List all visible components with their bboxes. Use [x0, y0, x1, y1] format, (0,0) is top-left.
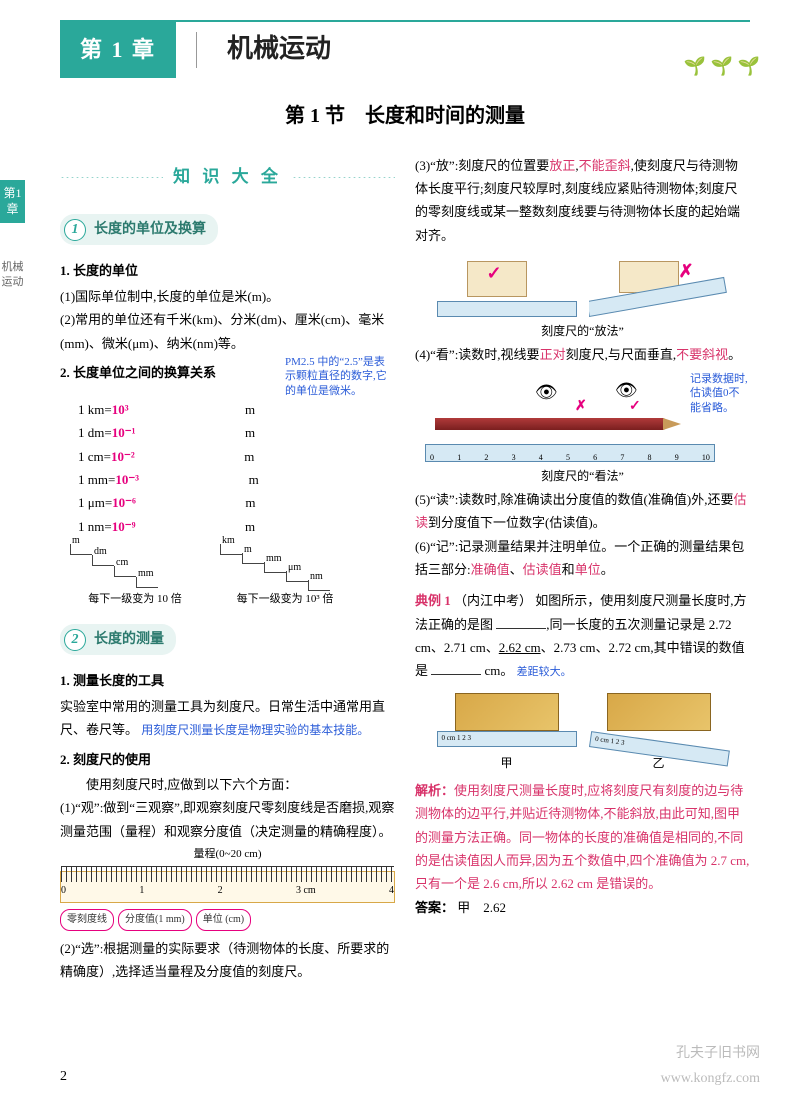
sub-2-1: 1. 测量长度的工具	[60, 669, 395, 692]
cross-icon-2: ✗	[575, 394, 587, 419]
sub-2-2: 2. 刻度尺的使用	[60, 748, 395, 771]
callout-div: 分度值(1 mm)	[118, 909, 192, 931]
p-r-4: (4)“看”:读数时,视线要正对刻度尺,与尺面垂直,不要斜视。	[415, 343, 750, 366]
p-r-6: (6)“记”:记录测量结果并注明单位。一个正确的测量结果包括三部分:准确值、估读…	[415, 535, 750, 582]
page: 第 1 章 机械运动 🌱 🌱 🌱 第1章 机械运动 第 1 节 长度和时间的测量…	[0, 0, 790, 1109]
fig-placement-wrong: ✗	[589, 255, 729, 317]
fig-placement: ✓ ✗	[415, 255, 750, 317]
fig3-label-a: 甲	[437, 753, 577, 775]
fig-example: 0 cm 1 2 3 甲 0 cm 1 2 3 乙	[415, 691, 750, 775]
p-1-2: (2)常用的单位还有千米(km)、分米(dm)、厘米(cm)、毫米(mm)、微米…	[60, 308, 395, 355]
topic-1-num: 1	[64, 219, 86, 241]
check-icon-2: ✓	[629, 394, 641, 419]
sprout-icon: 🌱 🌱 🌱	[684, 50, 760, 82]
answer-label: 答案：	[415, 900, 454, 915]
fig-placement-correct: ✓	[437, 255, 577, 317]
stair-1: m dm cm mm	[70, 544, 200, 590]
fig1-caption: 刻度尺的“放法”	[415, 321, 750, 343]
pencil-body	[435, 418, 665, 430]
stair-2-note: 每下一级变为 10³ 倍	[220, 590, 350, 610]
topic-1-header: 1 长度的单位及换算	[60, 214, 218, 245]
stair-2: km m mm μm nm	[220, 544, 350, 590]
section-title: 第 1 节 长度和时间的测量	[60, 98, 750, 134]
topic-2-num: 2	[64, 629, 86, 651]
annotation-pm25: PM2.5 中的“2.5”是表示颗粒直径的数字,它的单位是微米。	[285, 355, 395, 398]
chapter-badge: 第 1 章	[60, 22, 176, 78]
annotation-gap: 差距较大。	[517, 666, 572, 678]
p-r-5: (5)“读”:读数时,除准确读出分度值的数值(准确值)外,还要估读到分度值下一位…	[415, 488, 750, 535]
annotation-tool: 用刻度尺测量长度是物理实验的基本技能。	[141, 723, 369, 737]
fig-reading: 👁 👁 ✗ ✓ 012345678910	[415, 372, 690, 462]
ruler-figure-1: 0123 cm4	[60, 871, 395, 903]
page-number: 2	[60, 1064, 67, 1089]
topic-1-label: 长度的单位及换算	[94, 217, 206, 242]
knowledge-header: 知 识 大 全	[60, 162, 395, 193]
check-icon: ✓	[487, 257, 502, 289]
analysis: 解析：使用刻度尺测量长度时,应将刻度尺有刻度的边与待测物体的边平行,并贴近待测物…	[415, 779, 750, 896]
content-columns: 知 识 大 全 1 长度的单位及换算 1. 长度的单位 (1)国际单位制中,长度…	[60, 154, 750, 984]
callout-unit: 单位 (cm)	[196, 909, 251, 931]
chapter-title: 机械运动	[197, 26, 331, 73]
pencil-tip-icon	[663, 418, 681, 430]
watermark-l2: www.kongfz.com	[661, 1066, 760, 1091]
analysis-label: 解析：	[415, 783, 454, 798]
ruler-bottom: 012345678910	[425, 444, 715, 462]
conv-row-2: 1 cm=10⁻² m 1 mm=10⁻³ m	[60, 445, 395, 492]
answer-value: 甲 2.62	[457, 900, 506, 915]
conv-row-1: 1 km=10³ m 1 dm=10⁻¹ m	[60, 398, 395, 445]
p-1-1: (1)国际单位制中,长度的单位是米(m)。	[60, 285, 395, 308]
p-r-3: (3)“放”:刻度尺的位置要放正,不能歪斜,使刻度尺与待测物体长度平行;刻度尺较…	[415, 154, 750, 248]
callout-zero: 零刻度线	[60, 909, 114, 931]
p-2-1: 实验室中常用的测量工具为刻度尺。日常生活中通常用直尺、卷尺等。 用刻度尺测量长度…	[60, 695, 395, 742]
answer: 答案： 甲 2.62	[415, 896, 750, 919]
dots-left-icon	[60, 176, 163, 178]
p-2-3: (1)“观”:做到“三观察”,即观察刻度尺零刻度线是否磨损,观察测量范围（量程）…	[60, 796, 395, 843]
watermark: 孔夫子旧书网 www.kongfz.com	[661, 1041, 760, 1091]
ruler-callouts: 零刻度线 分度值(1 mm) 单位 (cm)	[60, 909, 395, 931]
right-column: (3)“放”:刻度尺的位置要放正,不能歪斜,使刻度尺与待测物体长度平行;刻度尺较…	[415, 154, 750, 984]
range-label: 量程(0~20 cm)	[60, 845, 395, 865]
stair-diagrams: m dm cm mm 每下一级变为 10 倍 km m mm μm nm	[60, 544, 395, 610]
example-1: 典例 1 （内江中考） 如图所示，使用刻度尺测量长度时,方法正确的是图 ,同一长…	[415, 589, 750, 683]
conv-row-3: 1 μm=10⁻⁶ m 1 nm=10⁻⁹ m	[60, 491, 395, 538]
topic-2-label: 长度的测量	[94, 627, 164, 652]
knowledge-label: 知 识 大 全	[163, 162, 292, 193]
chapter-header: 第 1 章 机械运动	[60, 20, 750, 78]
fig2-caption: 刻度尺的“看法”	[415, 466, 750, 488]
sub-1-2: 2. 长度单位之间的换算关系	[60, 361, 285, 384]
dots-right-icon	[292, 176, 395, 178]
example-label: 典例 1	[415, 593, 451, 608]
example-source: （内江中考）	[454, 593, 532, 608]
fig-example-b: 0 cm 1 2 3	[589, 691, 729, 751]
side-tab-subtitle: 机械运动	[0, 260, 25, 291]
topic-2-header: 2 长度的测量	[60, 624, 176, 655]
fig-example-a: 0 cm 1 2 3	[437, 691, 577, 751]
p-2-2: 使用刻度尺时,应做到以下六个方面：	[60, 773, 395, 796]
left-column: 知 识 大 全 1 长度的单位及换算 1. 长度的单位 (1)国际单位制中,长度…	[60, 154, 395, 984]
side-tab: 第1章	[0, 180, 25, 223]
p-2-4: (2)“选”:根据测量的实际要求（待测物体的长度、所要求的精确度）,选择适当量程…	[60, 937, 395, 984]
eye-icon: 👁	[535, 376, 558, 408]
sub-1-1: 1. 长度的单位	[60, 259, 395, 282]
stair-1-note: 每下一级变为 10 倍	[70, 590, 200, 610]
watermark-l1: 孔夫子旧书网	[661, 1041, 760, 1066]
